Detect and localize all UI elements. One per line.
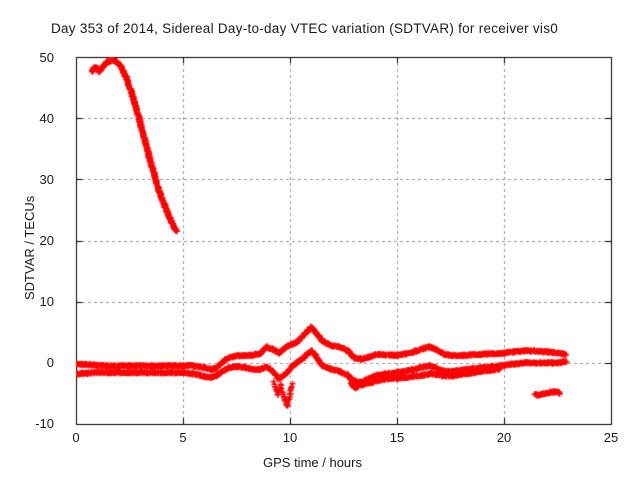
plot-root: Day 353 of 2014, Sidereal Day-to-day VTE… bbox=[0, 0, 640, 480]
scatter-plot-canvas bbox=[0, 0, 640, 480]
